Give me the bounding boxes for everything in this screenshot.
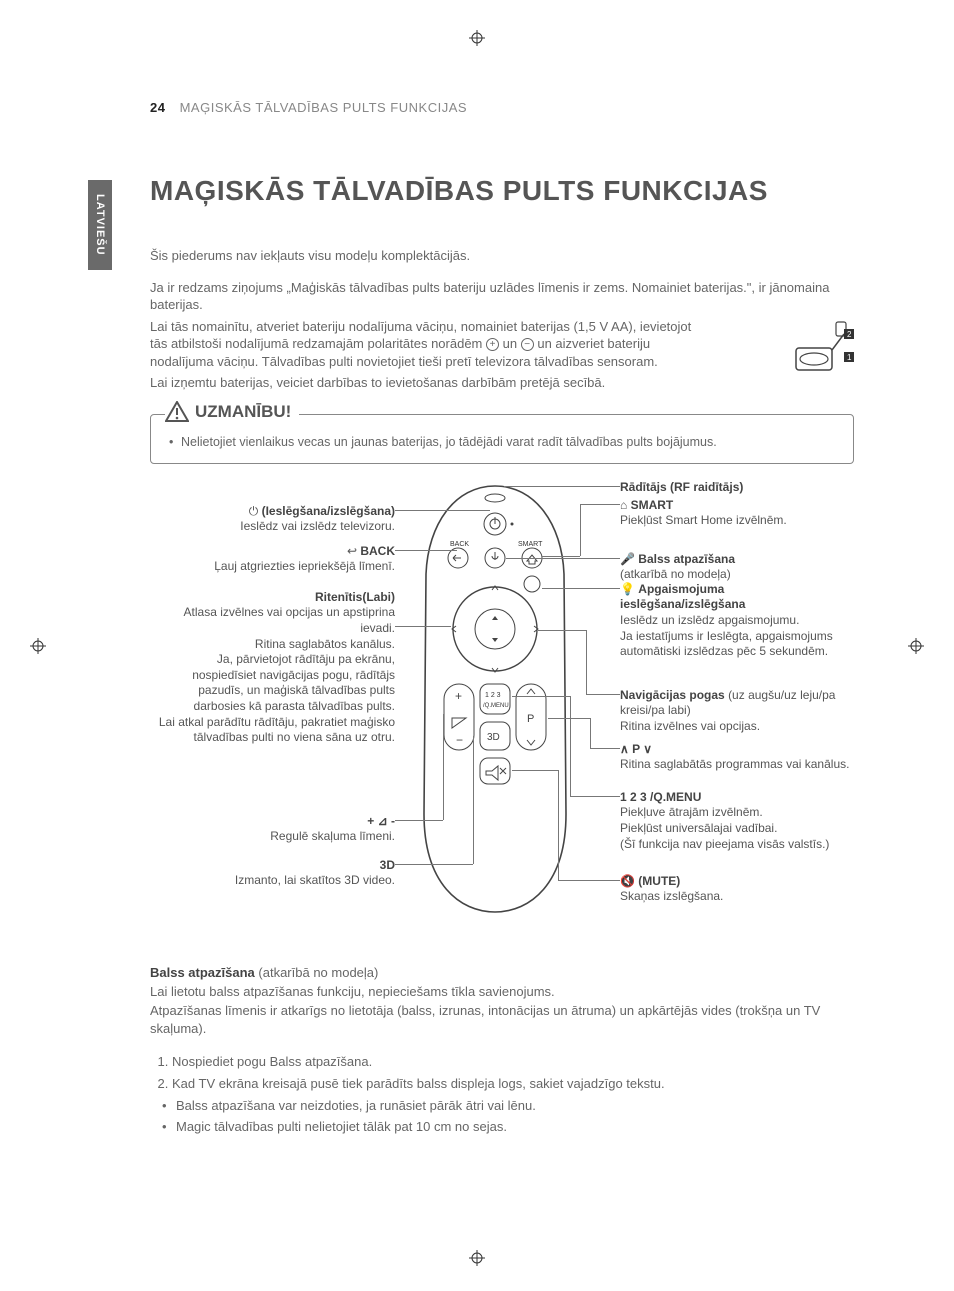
page-title: MAĢISKĀS TĀLVADĪBAS PULTS FUNKCIJAS: [150, 175, 854, 207]
intro-p4: Lai izņemtu baterijas, veiciet darbības …: [150, 374, 854, 392]
intro-p3: Lai tās nomainītu, atveriet bateriju nod…: [150, 318, 710, 371]
warning-box: UZMANĪBU! Nelietojiet vienlaikus vecas u…: [150, 414, 854, 464]
registration-mark-bottom: [469, 1250, 485, 1266]
callout-power: ⏻ (Ieslēgšana/izslēgšana) Ieslēdz vai iz…: [150, 504, 395, 535]
back-label: BACK: [450, 541, 469, 548]
callout-voice: 🎤 Balss atpazīšana (atkarībā no modeļa): [620, 552, 850, 583]
remote-illustration: BACK SMART + − 1 2 3 /Q.MENU P: [410, 484, 580, 914]
callout-pointer: Rādītājs (RF raidītājs): [620, 480, 850, 496]
smart-label: SMART: [518, 541, 543, 548]
intro-p1: Šis piederums nav iekļauts visu modeļu k…: [150, 247, 854, 265]
voice-step-1: Nospiediet pogu Balss atpazīšana.: [172, 1053, 854, 1072]
voice-note-1: Balss atpazīšana var neizdoties, ja runā…: [162, 1097, 854, 1116]
svg-text:P: P: [527, 713, 534, 725]
svg-text:1 2 3: 1 2 3: [485, 692, 501, 699]
page-number: 24: [150, 100, 165, 115]
svg-text:−: −: [456, 733, 463, 747]
voice-section: Balss atpazīšana (atkarībā no modeļa) La…: [150, 964, 854, 1137]
callout-volume: + ⊿ - Regulē skaļuma līmeni.: [150, 814, 395, 845]
warning-icon: [165, 401, 189, 423]
callout-nav: Navigācijas pogas (uz augšu/uz leju/pa k…: [620, 688, 850, 735]
power-icon: ⏻: [249, 504, 262, 518]
voice-step-2: Kad TV ekrāna kreisajā pusē tiek parādīt…: [172, 1075, 854, 1094]
mic-icon: 🎤: [620, 552, 638, 566]
voice-note-2: Magic tālvadības pulti nelietojiet tālāk…: [162, 1118, 854, 1137]
callout-wheel: Ritenītis(Labi) Atlasa izvēlnes vai opci…: [150, 590, 395, 746]
callout-qmenu: 1 2 3 /Q.MENU Piekļuve ātrajām izvēlnēm.…: [620, 790, 850, 852]
header-section: MAĢISKĀS TĀLVADĪBAS PULTS FUNKCIJAS: [180, 100, 467, 115]
intro-block: Šis piederums nav iekļauts visu modeļu k…: [150, 247, 854, 392]
svg-text:3D: 3D: [487, 732, 500, 743]
mute-icon: 🔇: [620, 874, 638, 888]
svg-text:1: 1: [847, 353, 852, 362]
battery-illustration: 2 1: [774, 312, 854, 382]
svg-text:2: 2: [847, 330, 852, 339]
callout-back: ↩ BACK Ļauj atgriezties iepriekšējā līme…: [150, 544, 395, 575]
page-header: 24 MAĢISKĀS TĀLVADĪBAS PULTS FUNKCIJAS: [150, 100, 854, 115]
svg-text:+: +: [455, 689, 462, 703]
warning-title: UZMANĪBU!: [165, 401, 299, 423]
callout-3d: 3D Izmanto, lai skatītos 3D video.: [150, 858, 395, 889]
light-icon: 💡: [620, 582, 638, 596]
callout-mute: 🔇 (MUTE) Skaņas izslēgšana.: [620, 874, 850, 905]
svg-text:/Q.MENU: /Q.MENU: [483, 703, 509, 709]
callout-p: ∧ P ∨ Ritina saglabātās programmas vai k…: [620, 742, 850, 773]
back-icon: ↩: [347, 544, 360, 558]
remote-diagram: BACK SMART + − 1 2 3 /Q.MENU P: [150, 474, 854, 934]
home-icon: ⌂: [620, 498, 631, 512]
warning-item: Nelietojiet vienlaikus vecas un jaunas b…: [167, 435, 837, 449]
callout-light: 💡 Apgaismojuma ieslēgšana/izslēgšana Ies…: [620, 582, 850, 660]
minus-icon: −: [521, 338, 534, 351]
intro-p2: Ja ir redzams ziņojums „Maģiskās tālvadī…: [150, 279, 854, 314]
callout-smart: ⌂ SMART Piekļūst Smart Home izvēlnēm.: [620, 498, 850, 529]
plus-icon: +: [486, 338, 499, 351]
